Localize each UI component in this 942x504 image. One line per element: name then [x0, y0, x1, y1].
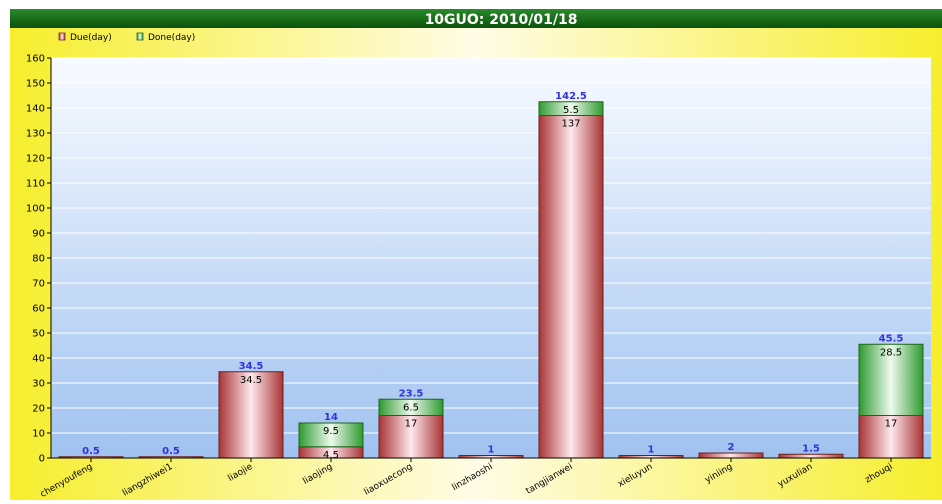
legend-swatch-done — [136, 32, 144, 41]
y-tick-label: 20 — [32, 404, 45, 415]
y-tick-label: 160 — [26, 54, 45, 65]
y-tick-label: 90 — [32, 229, 45, 240]
bar-total-label: 34.5 — [239, 361, 264, 372]
segment-label-due: 17 — [405, 419, 418, 430]
bar-total-label: 23.5 — [399, 388, 424, 399]
bar-due — [378, 415, 444, 459]
y-tick-label: 60 — [32, 304, 45, 315]
bar-total-label: 14 — [324, 412, 338, 423]
bar-due — [218, 371, 284, 459]
segment-label-done: 6.5 — [403, 402, 419, 413]
bar-done — [858, 343, 924, 416]
bar-due — [858, 415, 924, 459]
y-tick-label: 10 — [32, 429, 45, 440]
y-tick-label: 120 — [26, 154, 45, 165]
y-tick-label: 50 — [32, 329, 45, 340]
y-tick-label: 30 — [32, 379, 45, 390]
y-tick-label: 0 — [39, 454, 45, 465]
bar-done — [378, 398, 444, 416]
bar-due — [538, 115, 604, 459]
bar-due — [698, 452, 764, 459]
y-tick-label: 110 — [26, 179, 45, 190]
y-tick-label: 150 — [26, 79, 45, 90]
y-tick-label: 140 — [26, 104, 45, 115]
bar-total-label: 0.5 — [162, 446, 180, 457]
y-tick-label: 100 — [26, 204, 45, 215]
y-tick-label: 80 — [32, 254, 45, 265]
legend-label-due: Due(day) — [70, 33, 112, 43]
legend-label-done: Done(day) — [148, 33, 195, 43]
segment-label-done: 28.5 — [880, 347, 902, 358]
bar-total-label: 142.5 — [555, 91, 587, 102]
y-tick-label: 70 — [32, 279, 45, 290]
bar-total-label: 45.5 — [879, 333, 904, 344]
title-bar — [10, 9, 942, 28]
y-tick-label: 130 — [26, 129, 45, 140]
bar-total-label: 1 — [488, 445, 495, 456]
segment-label-due: 17 — [885, 419, 898, 430]
segment-label-done: 9.5 — [323, 426, 339, 437]
chart-title: 10GUO: 2010/01/18 — [425, 12, 578, 28]
bar-total-label: 1.5 — [802, 443, 820, 454]
bar-due — [778, 453, 844, 459]
segment-label-due: 34.5 — [240, 375, 262, 386]
bar-done — [298, 422, 364, 448]
y-tick-label: 40 — [32, 354, 45, 365]
bar-total-label: 0.5 — [82, 446, 100, 457]
legend: Due(day) Done(day) — [58, 32, 195, 43]
bar-done — [538, 101, 604, 116]
legend-swatch-due — [58, 32, 66, 41]
bar-total-label: 2 — [728, 442, 735, 453]
segment-label-due: 137 — [561, 119, 580, 130]
bar-total-label: 1 — [648, 445, 655, 456]
segment-label-due: 4.5 — [323, 450, 339, 461]
segment-label-done: 5.5 — [563, 105, 579, 116]
